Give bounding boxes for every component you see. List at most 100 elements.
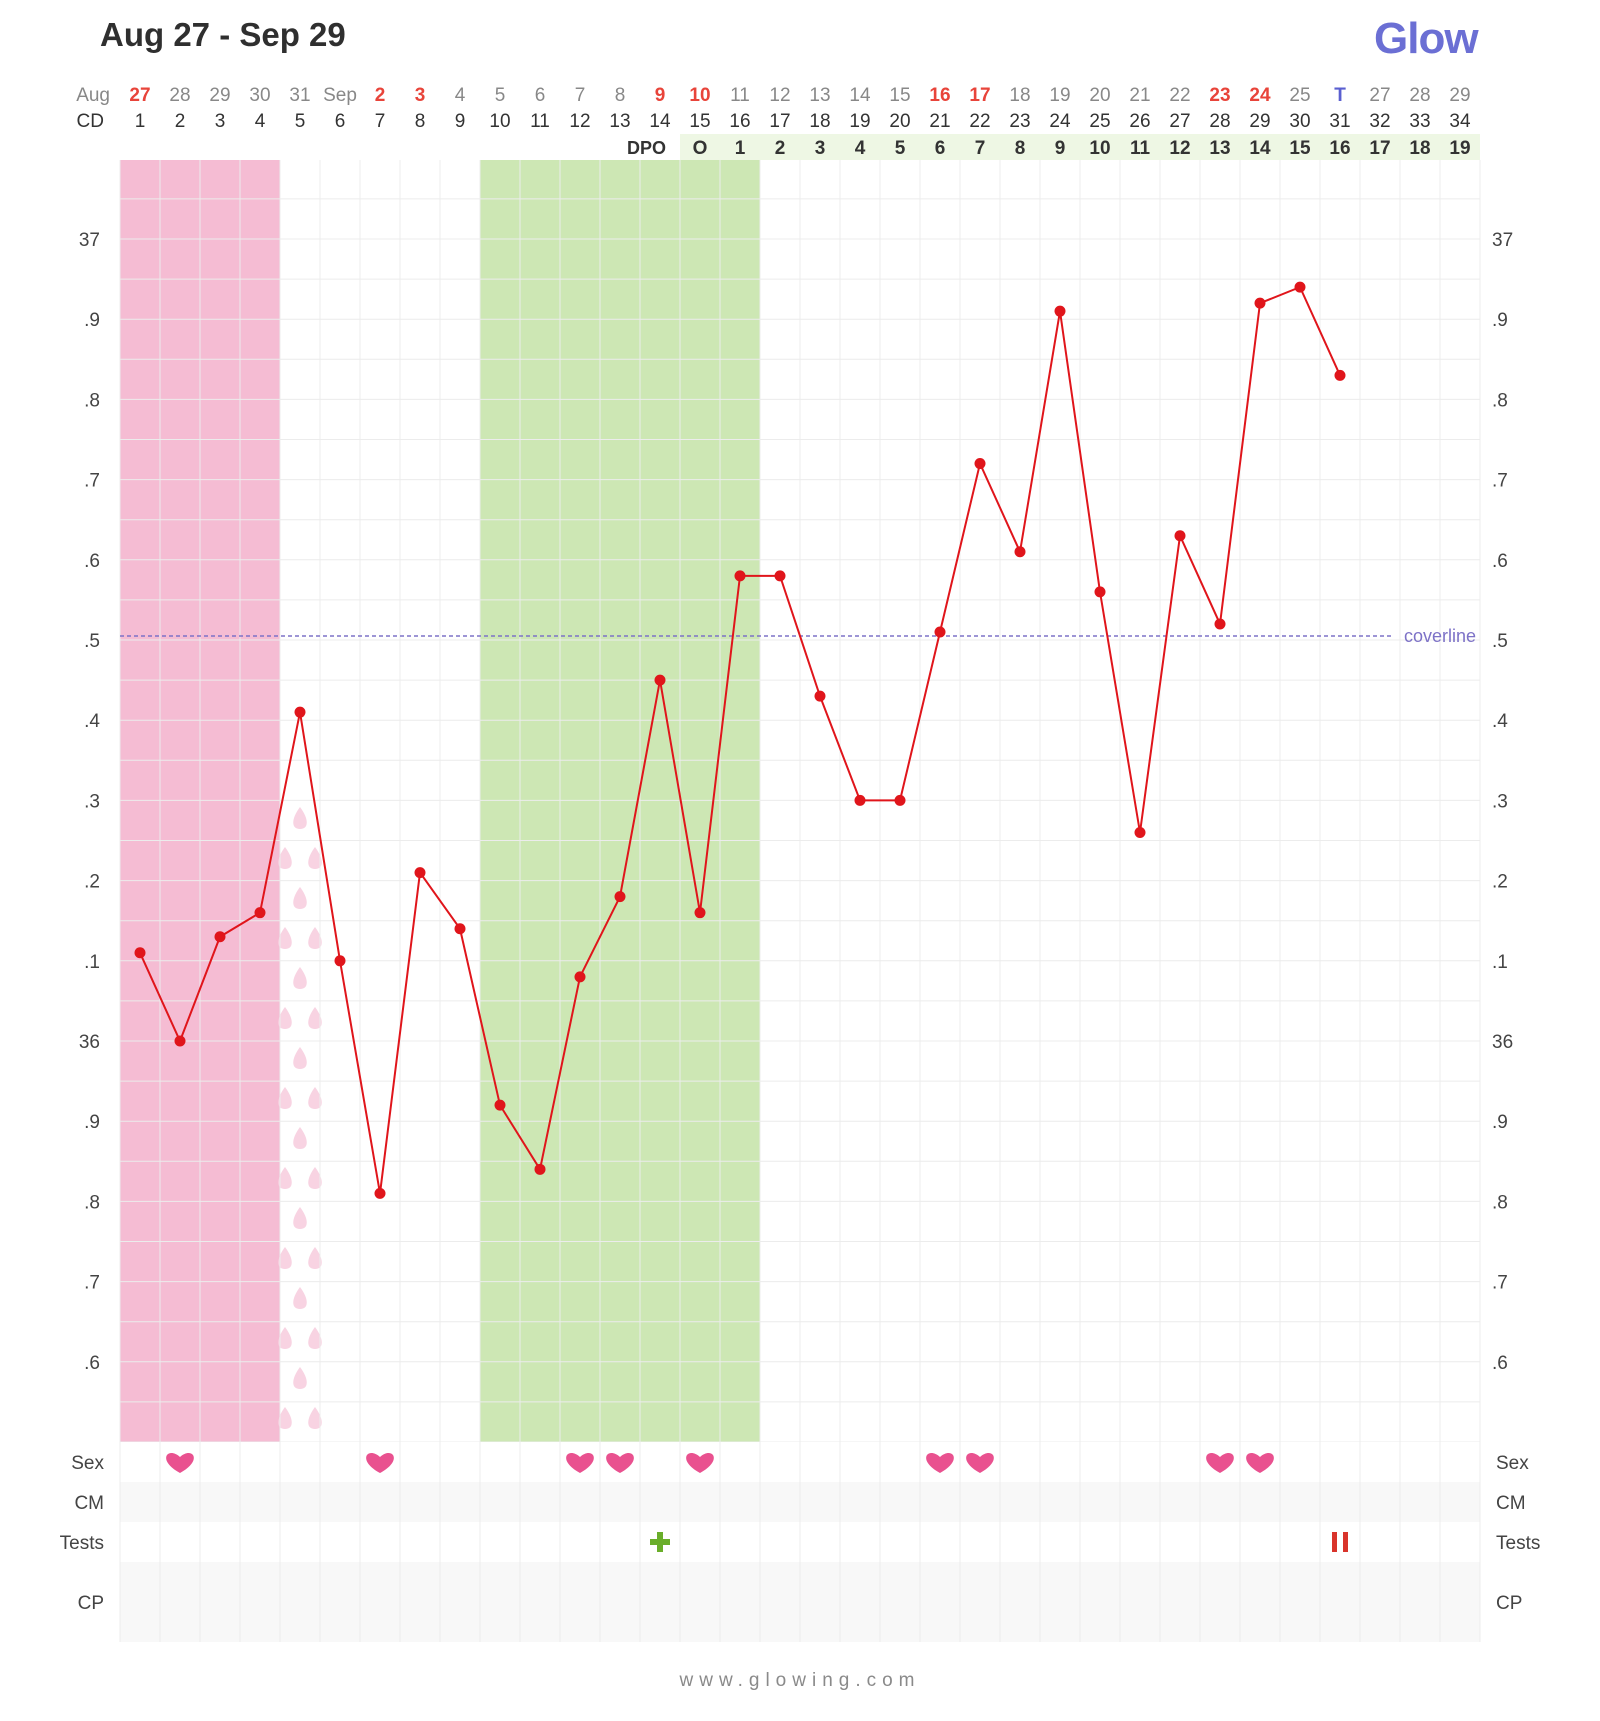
spotting-drop-icon: [308, 1007, 322, 1029]
temperature-point: [1214, 618, 1226, 630]
dpo-label: 6: [935, 138, 946, 159]
glow-logo: Glow: [1374, 14, 1479, 63]
dpo-label: 12: [1169, 138, 1190, 159]
temperature-point: [214, 931, 226, 943]
date-label: 17: [969, 85, 990, 106]
date-label: 28: [169, 85, 190, 106]
date-label: 16: [929, 85, 950, 106]
cycle-day-label: 19: [849, 111, 870, 132]
dpo-label: 8: [1015, 138, 1026, 159]
cycle-day-label: 9: [455, 111, 466, 132]
spotting-drop-icon: [308, 1087, 322, 1109]
temperature-point: [1254, 297, 1266, 309]
date-label: 8: [615, 85, 626, 106]
spotting-drop-icon: [293, 1207, 307, 1229]
chart-title: Aug 27 - Sep 29: [100, 16, 346, 53]
y-axis-tick-label-right: .5: [1492, 631, 1508, 652]
date-label: 29: [209, 85, 230, 106]
y-axis-tick-label: .3: [84, 791, 100, 812]
spotting-drop-icon: [308, 1327, 322, 1349]
cycle-day-label: 7: [375, 111, 386, 132]
date-label: 6: [535, 85, 546, 106]
temperature-point: [574, 971, 586, 983]
row-label-tests: Tests: [60, 1533, 104, 1554]
coverline-label: coverline: [1404, 626, 1476, 646]
y-axis-tick-label: .9: [84, 1112, 100, 1133]
temperature-point: [1174, 530, 1186, 542]
date-label: 24: [1249, 85, 1271, 106]
spotting-drop-icon: [278, 1327, 292, 1349]
cycle-day-label: 5: [295, 111, 306, 132]
date-label: 5: [495, 85, 506, 106]
temperature-point: [894, 794, 906, 806]
temperature-point: [254, 907, 266, 919]
temperature-point: [1014, 546, 1026, 558]
y-axis-tick-label-right: .9: [1492, 1112, 1508, 1133]
y-axis-tick-label: .9: [84, 310, 100, 331]
date-label: 27: [129, 85, 150, 106]
pregnancy-test-icon: [1343, 1532, 1348, 1552]
y-axis-tick-label-right: .7: [1492, 471, 1508, 492]
temperature-point: [814, 690, 826, 702]
date-label: T: [1334, 85, 1346, 106]
heart-icon: [366, 1453, 394, 1473]
cycle-day-label: 26: [1129, 111, 1150, 132]
dpo-label: 15: [1289, 138, 1311, 159]
temperature-point: [974, 458, 986, 470]
spotting-drop-icon: [278, 1007, 292, 1029]
temperature-point: [374, 1187, 386, 1199]
cycle-day-label: 8: [415, 111, 426, 132]
row-label-sex: Sex: [71, 1453, 104, 1474]
temperature-point: [854, 794, 866, 806]
date-label: 28: [1409, 85, 1430, 106]
footer-url: www.glowing.com: [679, 1670, 921, 1691]
cycle-day-label: 25: [1089, 111, 1110, 132]
date-label: 11: [730, 85, 750, 106]
dpo-label: 10: [1089, 138, 1110, 159]
cycle-day-label: 2: [175, 111, 186, 132]
heart-icon: [1246, 1453, 1274, 1473]
y-axis-tick-label-right: .7: [1492, 1273, 1508, 1294]
cycle-day-label: 29: [1249, 111, 1270, 132]
date-label: 2: [375, 85, 386, 106]
temperature-point: [134, 947, 146, 959]
temperature-point: [414, 867, 426, 879]
row-label-right-tests: Tests: [1496, 1533, 1540, 1554]
y-axis-tick-label-right: .9: [1492, 310, 1508, 331]
cycle-day-label: 34: [1449, 111, 1471, 132]
spotting-drop-icon: [308, 1247, 322, 1269]
y-axis-tick-label: 37: [79, 230, 100, 251]
y-axis-tick-label-right: .8: [1492, 390, 1508, 411]
cycle-day-label: 28: [1209, 111, 1230, 132]
spotting-drop-icon: [278, 1247, 292, 1269]
y-axis-tick-label-right: 37: [1492, 230, 1513, 251]
spotting-drop-icon: [278, 847, 292, 869]
date-label: 10: [689, 85, 710, 106]
y-axis-tick-label-right: .6: [1492, 551, 1508, 572]
temperature-point: [1134, 826, 1146, 838]
date-row-label: Aug: [76, 85, 110, 106]
cycle-day-label: 14: [649, 111, 671, 132]
spotting-drop-icon: [293, 1287, 307, 1309]
spotting-drop-icon: [293, 967, 307, 989]
cycle-day-label: 30: [1289, 111, 1310, 132]
y-axis-tick-label: .8: [84, 390, 100, 411]
row-label-right-cm: CM: [1496, 1493, 1526, 1514]
dpo-label: 14: [1249, 138, 1271, 159]
dpo-label: O: [693, 138, 708, 159]
cycle-day-label: 31: [1329, 111, 1350, 132]
temperature-point: [174, 1035, 186, 1047]
row-label-right-cp: CP: [1496, 1593, 1522, 1614]
y-axis-tick-label: .2: [84, 872, 100, 893]
y-axis-tick-label: .5: [84, 631, 100, 652]
cycle-day-label: 33: [1409, 111, 1430, 132]
temperature-point: [774, 570, 786, 582]
temperature-point: [1294, 281, 1306, 293]
temperature-point: [734, 570, 746, 582]
heart-icon: [606, 1453, 634, 1473]
dpo-row-label: DPO: [627, 138, 666, 158]
dpo-label: 17: [1369, 138, 1390, 159]
temperature-point: [494, 1099, 506, 1111]
date-label: 3: [415, 85, 426, 106]
